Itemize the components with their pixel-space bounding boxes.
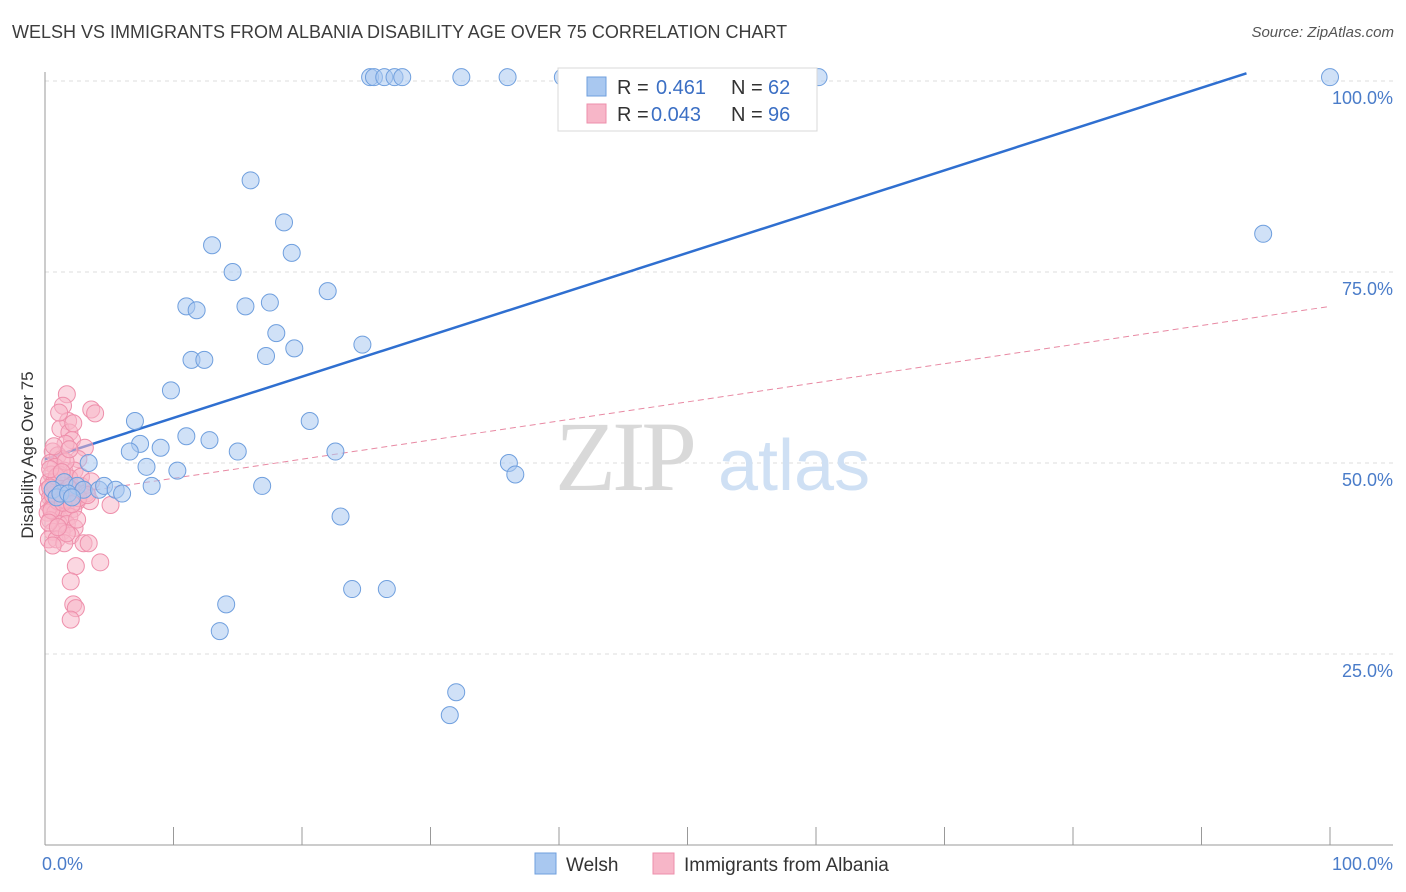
grid	[45, 80, 1393, 655]
point-welsh-5	[452, 68, 471, 87]
point-welsh-10	[241, 171, 260, 190]
legend-swatch-albania	[586, 103, 607, 124]
legend-n-label-albania: N =	[731, 104, 763, 126]
point-welsh-61	[447, 683, 466, 702]
point-welsh-13	[203, 236, 222, 255]
points	[38, 68, 1339, 725]
point-welsh-59	[217, 595, 236, 614]
point-welsh-9	[1321, 68, 1339, 87]
point-welsh-26	[195, 350, 214, 369]
bottom-legend-welsh: Welsh	[566, 855, 618, 876]
point-welsh-42	[142, 476, 161, 495]
point-albania-67	[61, 610, 80, 629]
watermark-zip: ZIP	[555, 401, 693, 512]
point-welsh-22	[285, 339, 304, 358]
point-welsh-38	[137, 457, 156, 476]
point-welsh-50	[113, 484, 132, 503]
point-welsh-34	[120, 442, 139, 461]
bottom-legend: Welsh Immigrants from Albania	[534, 852, 889, 876]
point-welsh-32	[177, 427, 196, 446]
y-tick-label-25: 25.0%	[1342, 661, 1393, 681]
legend-swatch-welsh	[586, 76, 607, 97]
y-tick-label-100: 100.0%	[1332, 88, 1393, 108]
point-albania-90	[48, 518, 67, 537]
point-welsh-21	[267, 324, 286, 343]
point-albania-83	[44, 437, 63, 456]
x-ticks	[173, 827, 1331, 845]
legend-r-label-welsh: R =	[617, 77, 649, 99]
point-albania-62	[66, 557, 85, 576]
point-welsh-31	[151, 438, 170, 457]
trend-lines	[44, 72, 1331, 498]
chart-title: WELSH VS IMMIGRANTS FROM ALBANIA DISABIL…	[12, 22, 788, 42]
point-welsh-17	[187, 301, 206, 320]
point-welsh-20	[318, 282, 337, 301]
point-albania-64	[61, 572, 80, 591]
trend-line-welsh	[44, 72, 1247, 461]
point-albania-85	[50, 403, 69, 422]
y-axis-label: Disability Age Over 75	[18, 371, 37, 538]
point-welsh-11	[275, 213, 294, 232]
bottom-legend-albania: Immigrants from Albania	[684, 855, 889, 876]
point-welsh-6	[498, 68, 517, 87]
point-welsh-62	[440, 706, 459, 725]
point-welsh-4	[393, 68, 412, 87]
point-welsh-18	[236, 297, 255, 316]
point-welsh-35	[228, 442, 247, 461]
legend-r-welsh: 0.461	[656, 77, 706, 99]
legend-n-label-welsh: N =	[731, 77, 763, 99]
watermark: ZIP atlas	[555, 401, 870, 512]
watermark-atlas: atlas	[718, 426, 870, 506]
point-welsh-55	[62, 488, 81, 507]
y-tick-label-50: 50.0%	[1342, 470, 1393, 490]
point-welsh-14	[223, 263, 242, 281]
legend-n-welsh: 62	[768, 77, 790, 99]
point-albania-95	[60, 440, 79, 459]
point-welsh-29	[300, 411, 319, 430]
bottom-legend-swatch-welsh	[534, 852, 557, 875]
point-welsh-15	[1254, 224, 1273, 243]
point-welsh-37	[79, 454, 98, 472]
y-tick-labels: 25.0% 50.0% 75.0% 100.0%	[1332, 88, 1393, 681]
point-albania-84	[64, 414, 83, 433]
point-welsh-23	[353, 335, 372, 354]
point-welsh-27	[161, 381, 180, 400]
point-welsh-58	[377, 580, 396, 599]
point-albania-3	[86, 404, 105, 423]
legend-n-albania: 96	[768, 104, 790, 126]
x-tick-label-min: 0.0%	[42, 854, 83, 874]
point-welsh-24	[257, 347, 276, 366]
point-welsh-12	[282, 243, 301, 262]
point-albania-89	[43, 536, 62, 555]
point-albania-61	[79, 534, 98, 553]
point-welsh-19	[260, 293, 279, 312]
point-albania-63	[91, 553, 110, 572]
legend-box: R = 0.461 N = 62 R = 0.043 N = 96	[557, 67, 818, 132]
point-welsh-39	[168, 461, 187, 480]
point-welsh-36	[326, 442, 345, 461]
chart-source: Source: ZipAtlas.com	[1251, 24, 1394, 41]
point-welsh-56	[331, 507, 350, 526]
y-tick-label-75: 75.0%	[1342, 279, 1393, 299]
trend-line-albania	[44, 305, 1331, 498]
bottom-legend-swatch-albania	[652, 852, 675, 875]
point-welsh-60	[210, 622, 229, 641]
point-welsh-41	[506, 465, 525, 484]
point-welsh-43	[253, 476, 272, 495]
legend-r-albania: 0.043	[651, 104, 701, 126]
point-welsh-28	[125, 411, 144, 430]
legend-r-label-albania: R =	[617, 104, 649, 126]
point-albania-88	[68, 510, 87, 529]
x-tick-label-max: 100.0%	[1332, 854, 1393, 874]
point-welsh-33	[200, 431, 219, 450]
point-welsh-57	[343, 580, 362, 599]
